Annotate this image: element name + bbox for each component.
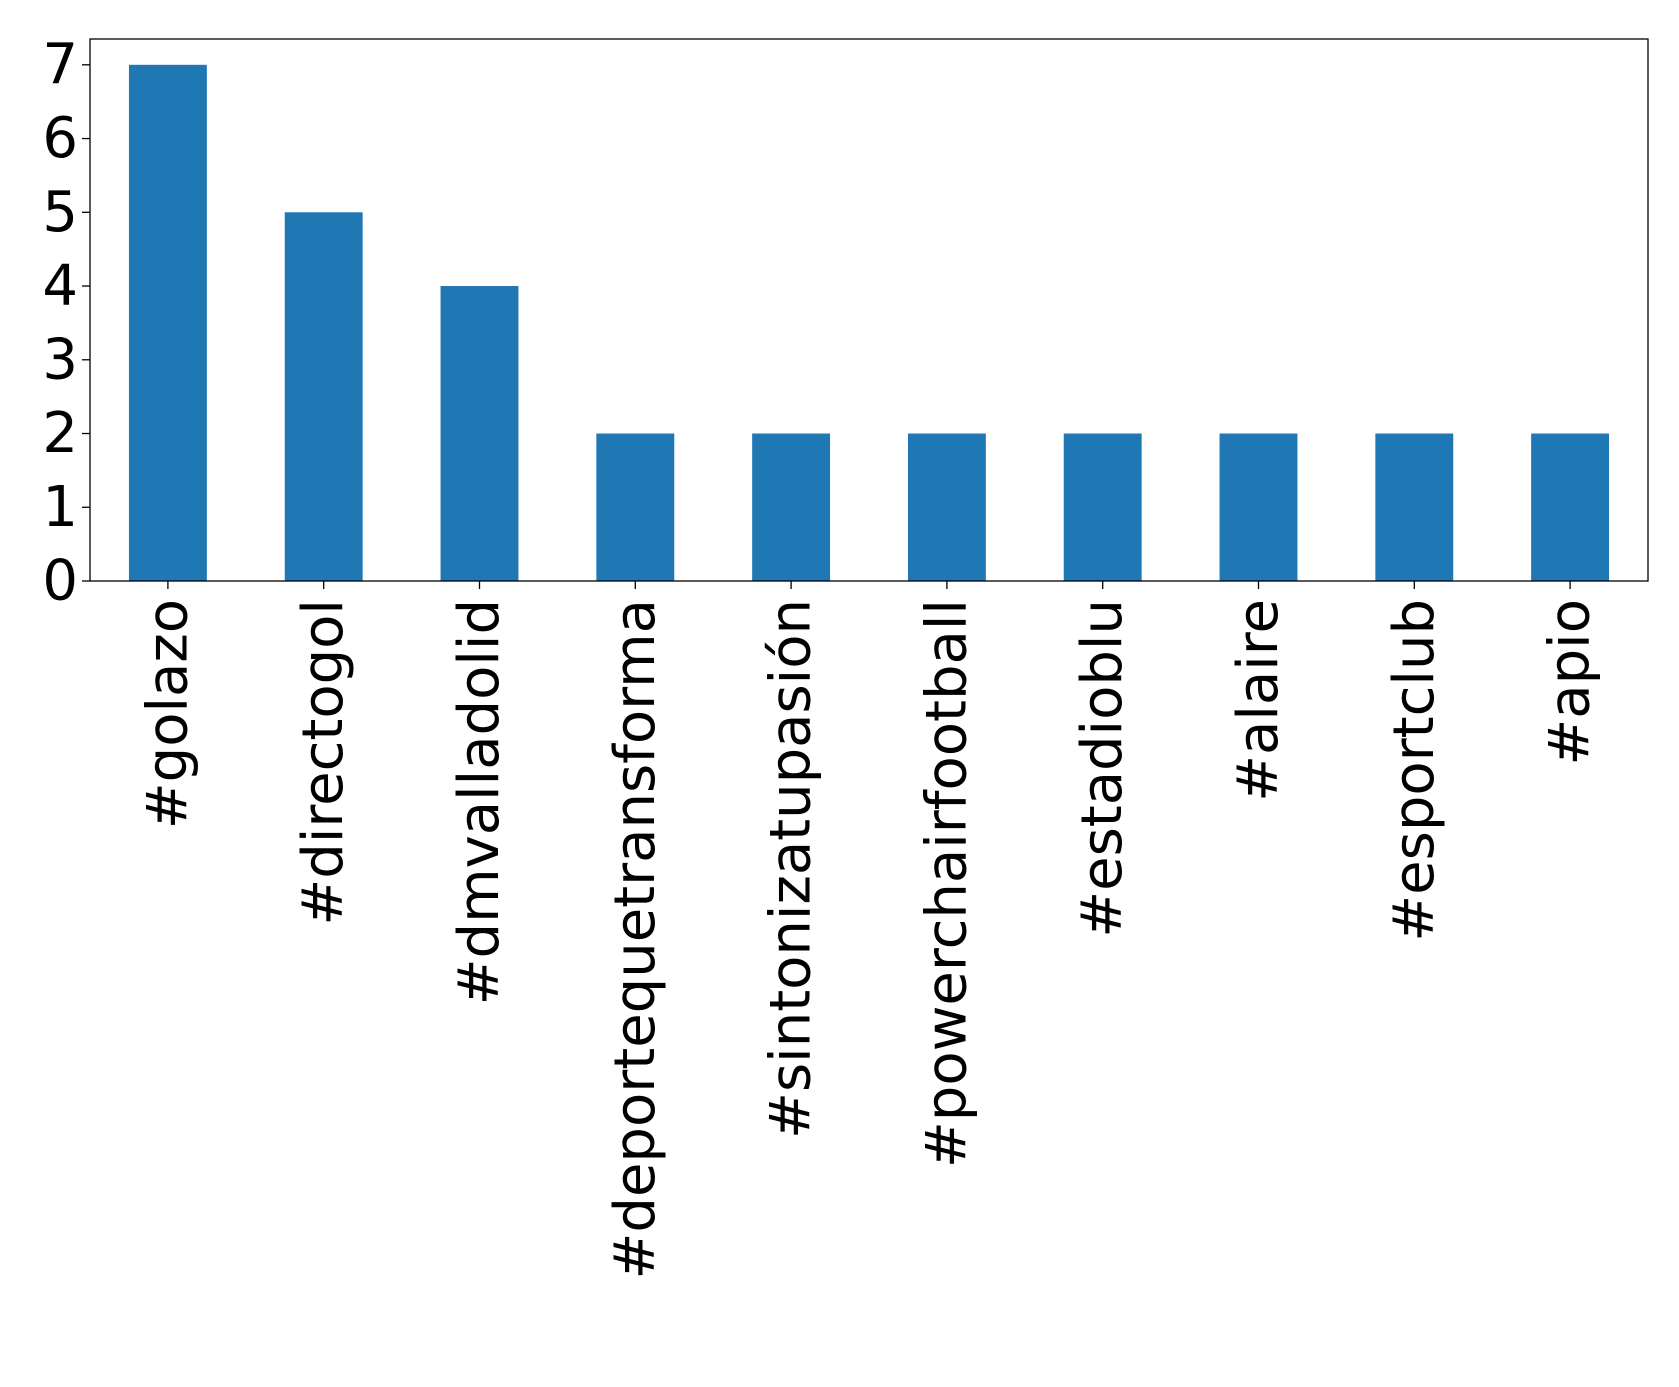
x-tick-label: #powerchairfootball bbox=[914, 599, 979, 1168]
bar-sintonizatupasión bbox=[752, 433, 831, 581]
x-tick-label: #alaire bbox=[1226, 599, 1291, 802]
bar-alaire bbox=[1219, 433, 1298, 581]
y-tick-label: 5 bbox=[42, 180, 78, 245]
y-tick-label: 7 bbox=[42, 32, 78, 97]
bars-group bbox=[128, 64, 1610, 582]
bar-estadioblu bbox=[1063, 433, 1142, 581]
y-tick-label: 0 bbox=[42, 549, 78, 614]
x-tick-label: #apio bbox=[1538, 599, 1603, 766]
bar-directogol bbox=[284, 212, 363, 581]
y-tick-label: 4 bbox=[42, 254, 78, 319]
bar-esportclub bbox=[1375, 433, 1454, 581]
y-tick-label: 3 bbox=[42, 327, 78, 392]
plot-frame bbox=[89, 38, 1649, 582]
x-tick-label: #directogol bbox=[291, 599, 356, 926]
bar-dmvalladolid bbox=[440, 286, 519, 581]
bar-deportequetransforma bbox=[596, 433, 675, 581]
y-axis: 0 1 2 3 4 5 6 7 bbox=[42, 32, 90, 614]
y-tick-label: 6 bbox=[42, 106, 78, 171]
bar-apio bbox=[1531, 433, 1610, 581]
x-tick-label: #golazo bbox=[135, 599, 200, 829]
x-tick-label: #dmvalladolid bbox=[447, 599, 512, 1005]
bar-golazo bbox=[128, 64, 207, 582]
x-axis: #golazo #directogol #dmvalladolid #deporteq… bbox=[135, 581, 1603, 1280]
y-tick-label: 1 bbox=[42, 475, 78, 540]
bar-powerchairfootball bbox=[907, 433, 986, 581]
x-tick-label: #deportequetransforma bbox=[603, 599, 668, 1280]
y-tick-label: 2 bbox=[42, 401, 78, 466]
x-tick-label: #estadioblu bbox=[1070, 599, 1135, 938]
x-tick-label: #esportclub bbox=[1382, 599, 1447, 942]
x-tick-label: #sintonizatupasión bbox=[759, 599, 824, 1139]
